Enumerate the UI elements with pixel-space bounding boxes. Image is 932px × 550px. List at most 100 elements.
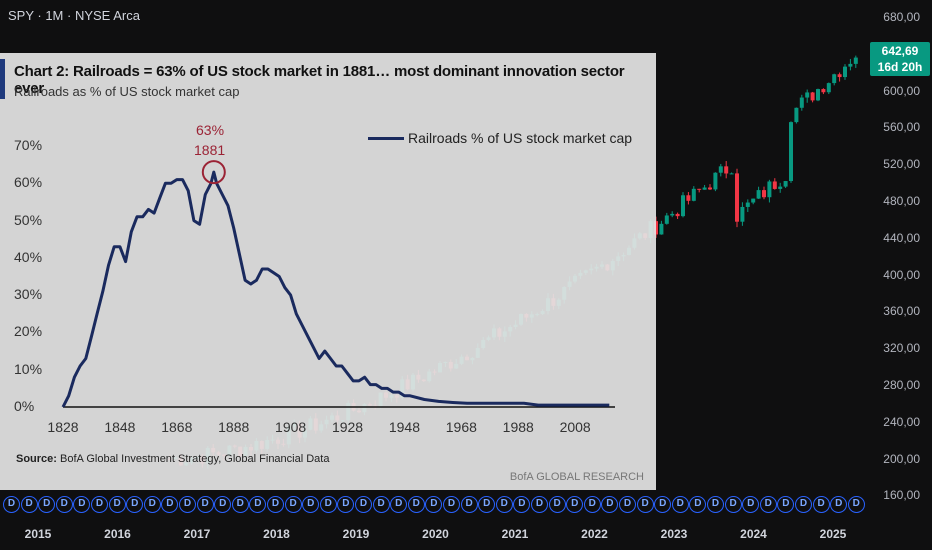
candle [702, 184, 707, 190]
dividend-marker[interactable]: D [267, 496, 284, 513]
dividend-marker[interactable]: D [495, 496, 513, 513]
y-tick-label: 0% [14, 398, 35, 414]
dividend-marker[interactable]: D [742, 496, 760, 513]
dividend-marker[interactable]: D [566, 496, 584, 513]
candle [799, 94, 804, 111]
candle [821, 88, 826, 95]
dividend-marker[interactable]: D [531, 496, 548, 513]
dividend-marker[interactable]: D [460, 496, 478, 513]
dividend-marker[interactable]: D [249, 496, 267, 513]
x-tick-label: 2008 [559, 419, 591, 435]
dividend-marker[interactable]: D [214, 496, 232, 513]
candle [794, 107, 799, 124]
legend-line-swatch [368, 136, 404, 140]
y-tick-label: 50% [14, 211, 43, 228]
time-year-label: 2019 [342, 527, 370, 541]
candle [664, 212, 669, 225]
legend-label: Railroads % of US stock market cap [408, 130, 633, 146]
dividend-marker[interactable]: D [355, 496, 372, 513]
dividend-marker[interactable]: D [812, 496, 830, 513]
y-tick-label: 40% [14, 248, 43, 265]
dividend-marker[interactable]: D [126, 496, 144, 513]
dividend-marker[interactable]: D [337, 496, 355, 513]
dividend-marker[interactable]: D [196, 496, 214, 513]
candle [745, 199, 750, 212]
candle [826, 82, 831, 95]
dividend-marker[interactable]: D [284, 496, 302, 513]
candle [843, 64, 847, 80]
x-tick-label: 1948 [388, 419, 421, 435]
dividend-marker[interactable]: D [302, 496, 320, 513]
symbol-title[interactable]: SPY · 1M · NYSE Arca [8, 8, 140, 23]
candle [783, 180, 788, 188]
dividend-marker[interactable]: D [724, 496, 742, 513]
dividend-marker[interactable]: D [583, 496, 601, 513]
candle [681, 192, 685, 218]
dividend-marker[interactable]: D [795, 496, 812, 513]
dividend-marker[interactable]: D [830, 496, 848, 513]
peak-marker-circle [201, 160, 226, 185]
dividend-marker[interactable]: D [407, 496, 425, 513]
candle [691, 186, 696, 202]
dividend-marker[interactable]: D [689, 496, 707, 513]
candle [686, 192, 691, 205]
y-tick-label: 70% [14, 137, 43, 153]
candle [756, 186, 761, 199]
dividend-marker[interactable]: D [20, 496, 38, 513]
dividend-marker[interactable]: D [108, 496, 126, 513]
time-year-label: 2023 [660, 527, 688, 541]
dividend-marker[interactable]: D [601, 496, 619, 513]
brand-label: BofA GLOBAL RESEARCH [509, 471, 644, 483]
price-tick-label: 520,00 [883, 157, 920, 172]
dividend-marker[interactable]: D [319, 496, 337, 513]
candle [848, 58, 853, 71]
source-note: Source: BofA Global Investment Strategy,… [16, 453, 329, 465]
x-tick-label: 1868 [161, 419, 193, 435]
candle [697, 188, 702, 193]
last-price-value: 642,69 [881, 44, 919, 58]
chart-legend: Railroads % of US stock market cap [368, 130, 632, 146]
dividend-marker[interactable]: D [425, 496, 443, 513]
dividend-marker[interactable]: D [636, 496, 654, 513]
time-year-label: 2024 [740, 527, 767, 541]
dividend-marker[interactable]: D [759, 496, 777, 513]
dividend-marker[interactable]: D [707, 496, 724, 513]
time-year-label: 2022 [581, 527, 608, 541]
dividend-marker[interactable]: D [161, 496, 179, 513]
dividend-marker[interactable]: D [3, 496, 20, 513]
dividend-marker[interactable]: D [91, 496, 108, 513]
dividend-marker[interactable]: D [390, 496, 408, 513]
dividend-marker[interactable]: D [179, 496, 196, 513]
candle [762, 186, 766, 200]
x-tick-label: 1888 [218, 419, 250, 435]
x-tick-label: 1968 [445, 419, 477, 435]
time-year-label: 2021 [501, 527, 529, 541]
candle [670, 211, 675, 218]
candle [724, 161, 729, 179]
candle [832, 73, 837, 86]
price-tick-label: 280,00 [883, 378, 920, 392]
peak-annotation-year: 1881 [194, 142, 226, 158]
dividend-marker[interactable]: D [372, 496, 390, 513]
dividend-marker[interactable]: D [73, 496, 91, 513]
dividend-marker[interactable]: D [619, 496, 636, 513]
source-text: BofA Global Investment Strategy, Global … [60, 453, 330, 465]
candle [805, 89, 810, 103]
dividend-marker[interactable]: D [443, 496, 460, 513]
time-year-label: 2017 [183, 527, 211, 541]
dividend-marker[interactable]: D [654, 496, 672, 513]
dividend-marker[interactable]: D [777, 496, 795, 513]
dividend-marker[interactable]: D [548, 496, 566, 513]
dividend-marker[interactable]: D [671, 496, 689, 513]
chart-title: Chart 2: Railroads = 63% of US stock mar… [14, 63, 625, 97]
candle [708, 184, 712, 190]
dividend-marker[interactable]: D [513, 496, 531, 513]
dividend-marker[interactable]: D [231, 496, 249, 513]
dividend-marker[interactable]: D [478, 496, 496, 513]
time-year-label: 2015 [24, 527, 52, 541]
time-year-label: 2016 [104, 527, 131, 541]
dividend-marker[interactable]: D [38, 496, 56, 513]
dividend-marker[interactable]: D [847, 496, 865, 513]
dividend-marker[interactable]: D [143, 496, 161, 513]
dividend-marker[interactable]: D [55, 496, 73, 513]
